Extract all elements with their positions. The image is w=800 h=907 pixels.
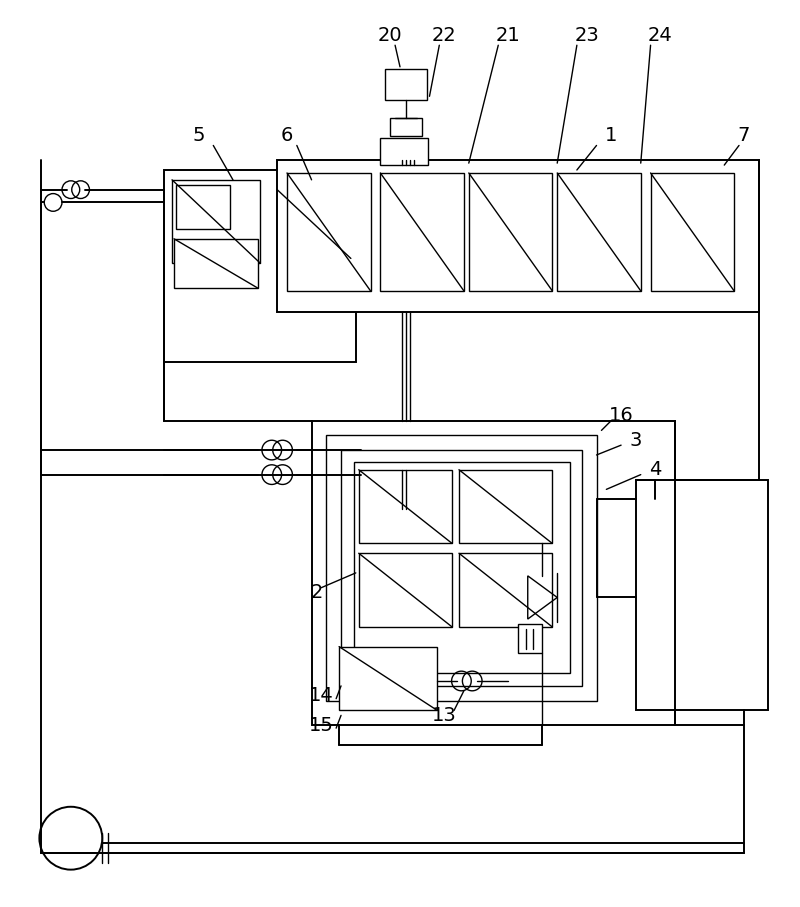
Text: 2: 2 xyxy=(310,583,322,602)
Text: 15: 15 xyxy=(309,716,334,735)
Text: 21: 21 xyxy=(496,26,521,44)
Bar xyxy=(558,173,641,291)
Text: 23: 23 xyxy=(574,26,599,44)
Bar xyxy=(469,173,552,291)
Text: 13: 13 xyxy=(432,706,457,725)
Bar xyxy=(459,470,552,543)
Bar xyxy=(459,553,552,627)
Text: 14: 14 xyxy=(309,687,334,706)
Bar xyxy=(176,185,230,229)
Bar xyxy=(174,239,258,288)
Text: 20: 20 xyxy=(378,26,402,44)
Bar xyxy=(358,470,452,543)
Text: 5: 5 xyxy=(192,126,205,145)
Bar xyxy=(339,647,438,710)
Text: 16: 16 xyxy=(609,406,634,425)
Bar xyxy=(370,421,430,470)
Bar xyxy=(172,180,261,263)
Bar xyxy=(277,190,351,258)
Bar xyxy=(386,69,426,101)
Bar xyxy=(164,170,356,362)
Bar xyxy=(326,435,597,700)
Text: 7: 7 xyxy=(738,126,750,145)
Bar xyxy=(341,450,582,686)
Bar xyxy=(354,462,570,673)
Bar xyxy=(277,161,758,313)
Bar xyxy=(358,553,452,627)
Text: 3: 3 xyxy=(630,431,642,450)
Bar xyxy=(390,118,422,136)
Bar xyxy=(518,624,542,653)
Bar xyxy=(287,173,370,291)
Bar xyxy=(380,173,464,291)
Text: 22: 22 xyxy=(432,26,457,44)
Bar xyxy=(380,138,427,165)
Text: 6: 6 xyxy=(281,126,293,145)
Text: 4: 4 xyxy=(650,460,662,479)
Bar xyxy=(650,173,734,291)
Bar xyxy=(636,480,769,710)
Bar xyxy=(311,421,675,726)
Text: 1: 1 xyxy=(605,126,618,145)
Text: 24: 24 xyxy=(648,26,673,44)
